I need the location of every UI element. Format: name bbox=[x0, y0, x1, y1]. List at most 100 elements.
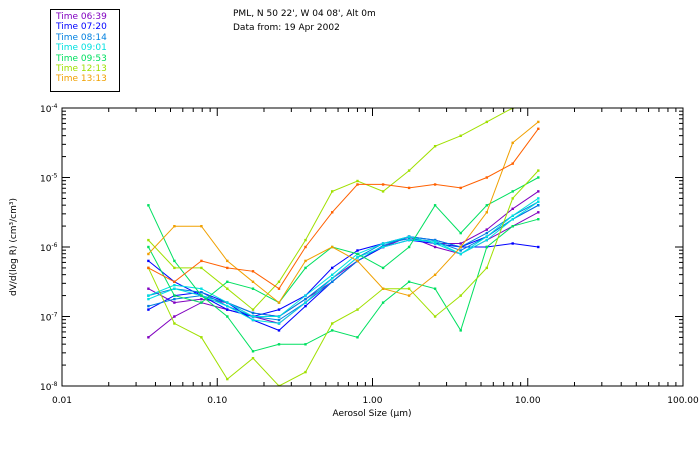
legend-entry: Time 07:20 bbox=[56, 22, 107, 33]
y-tick-label: 10-8 bbox=[40, 381, 58, 393]
y-tick-label: 10-6 bbox=[40, 242, 58, 254]
data-point bbox=[381, 190, 385, 193]
data-point bbox=[537, 211, 540, 214]
data-point bbox=[304, 259, 307, 263]
data-point bbox=[200, 225, 203, 228]
data-point bbox=[511, 162, 514, 165]
data-point bbox=[200, 266, 203, 270]
data-point bbox=[433, 287, 437, 290]
legend: Time 06:39 Time 07:20 Time 08:14 Time 09… bbox=[50, 9, 120, 92]
series-13 bbox=[147, 127, 540, 290]
data-point bbox=[251, 270, 255, 273]
data-point bbox=[147, 245, 150, 249]
data-point bbox=[251, 357, 255, 360]
data-point bbox=[200, 301, 203, 304]
data-point bbox=[277, 287, 281, 290]
data-point bbox=[200, 297, 203, 301]
data-point bbox=[485, 120, 488, 124]
data-point bbox=[407, 280, 411, 283]
data-point bbox=[381, 245, 385, 249]
data-point bbox=[459, 245, 462, 249]
data-point bbox=[304, 297, 307, 301]
series-line bbox=[147, 205, 539, 352]
chart-title: PML, N 50 22', W 04 08', Alt 0m Data fro… bbox=[233, 7, 376, 35]
legend-entry: Time 13:13 bbox=[56, 74, 107, 85]
data-point bbox=[407, 169, 411, 172]
data-point bbox=[485, 266, 488, 270]
data-point bbox=[147, 204, 150, 207]
data-point bbox=[304, 238, 307, 242]
series-line bbox=[148, 128, 539, 290]
data-point bbox=[251, 280, 255, 283]
data-point bbox=[251, 315, 255, 318]
data-point bbox=[459, 186, 462, 190]
x-tick-label: 10.00 bbox=[515, 396, 541, 406]
data-point bbox=[407, 245, 411, 249]
data-point bbox=[459, 294, 462, 297]
data-point bbox=[537, 176, 540, 179]
data-point bbox=[485, 238, 488, 242]
y-tick-label: 10-7 bbox=[40, 312, 58, 324]
data-point bbox=[173, 284, 176, 287]
data-point bbox=[485, 204, 488, 207]
legend-entry: Time 08:14 bbox=[56, 32, 107, 43]
data-point bbox=[147, 336, 150, 339]
data-point bbox=[356, 259, 359, 263]
data-point bbox=[381, 287, 385, 290]
data-point bbox=[511, 242, 514, 245]
data-point bbox=[304, 304, 307, 308]
data-point bbox=[226, 266, 229, 270]
data-point bbox=[433, 242, 437, 245]
data-point bbox=[277, 280, 281, 283]
data-point bbox=[511, 141, 514, 144]
series-line bbox=[148, 108, 515, 311]
data-point bbox=[381, 244, 385, 247]
data-point bbox=[147, 294, 150, 297]
legend-entry: Time 09:01 bbox=[56, 43, 107, 54]
data-point bbox=[200, 336, 203, 339]
data-point bbox=[331, 322, 334, 325]
data-point bbox=[147, 297, 150, 301]
data-point bbox=[277, 301, 281, 304]
data-point bbox=[173, 266, 176, 270]
data-point bbox=[459, 329, 462, 332]
series-line bbox=[147, 177, 539, 304]
data-point bbox=[511, 207, 514, 210]
x-axis-label: Aerosol Size (µm) bbox=[333, 409, 412, 419]
data-point bbox=[356, 179, 359, 183]
x-tick-label: 0.10 bbox=[207, 396, 227, 406]
data-point bbox=[485, 235, 488, 238]
data-point bbox=[200, 294, 203, 297]
series-3 bbox=[147, 235, 540, 318]
data-point bbox=[537, 218, 540, 221]
x-tick-label: 1.00 bbox=[362, 396, 382, 406]
legend-entry: Time 06:39 bbox=[56, 12, 107, 22]
data-point bbox=[511, 218, 514, 221]
data-point bbox=[356, 308, 359, 311]
title-date: Data from: 19 Apr 2002 bbox=[233, 23, 340, 33]
data-point bbox=[304, 343, 307, 346]
data-point bbox=[356, 256, 359, 259]
data-point bbox=[537, 169, 540, 172]
data-point bbox=[331, 277, 334, 280]
data-point bbox=[511, 225, 514, 228]
data-point bbox=[433, 240, 437, 243]
data-point bbox=[304, 294, 307, 297]
x-tick-label: 0.01 bbox=[52, 396, 72, 406]
data-point bbox=[511, 214, 514, 217]
y-axis-label: dV/d(log R) (cm³/cm³) bbox=[9, 198, 19, 296]
data-point bbox=[537, 245, 540, 249]
series-layer bbox=[147, 108, 540, 386]
series-line bbox=[148, 197, 539, 317]
data-point bbox=[433, 245, 437, 249]
data-point bbox=[226, 315, 229, 318]
data-point bbox=[277, 318, 281, 322]
data-point bbox=[277, 308, 281, 311]
data-point bbox=[485, 245, 488, 249]
series-11 bbox=[147, 108, 515, 311]
data-point bbox=[381, 242, 385, 245]
data-point bbox=[304, 301, 307, 304]
legend-entry: Time 09:53 bbox=[56, 53, 107, 64]
data-point bbox=[251, 318, 255, 322]
